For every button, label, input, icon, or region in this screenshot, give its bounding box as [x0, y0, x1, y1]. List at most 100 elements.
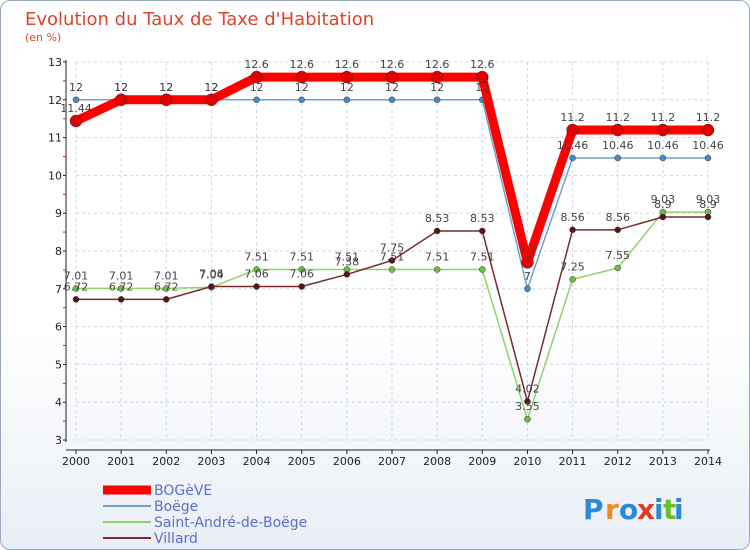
data-label: 10.46 [692, 139, 724, 152]
data-point [298, 283, 305, 290]
data-point [117, 296, 125, 303]
data-point [479, 227, 486, 235]
x-tick-label: 2013 [649, 455, 677, 468]
data-point [524, 285, 531, 293]
x-tick-label: 2002 [152, 455, 180, 468]
data-point [343, 96, 351, 104]
data-point [433, 227, 441, 235]
x-tick-label: 2007 [378, 455, 406, 468]
data-point [253, 283, 260, 290]
data-label: 7.51 [244, 251, 269, 264]
data-label: 12.6 [244, 58, 269, 71]
data-label: 12 [204, 81, 218, 94]
data-point [656, 123, 670, 137]
data-label: 6.72 [154, 280, 179, 293]
x-tick-label: 2010 [513, 455, 541, 468]
data-label: 12 [159, 81, 173, 94]
series-group [69, 70, 715, 423]
data-label: 9.03 [651, 193, 676, 206]
data-point [114, 93, 128, 107]
x-tick-label: 2005 [288, 455, 316, 468]
logo-letter: i [654, 493, 664, 526]
data-point [340, 70, 354, 84]
y-tick-label: 13 [48, 56, 62, 69]
data-label: 7.51 [425, 251, 450, 264]
data-label: 11.2 [696, 111, 721, 124]
data-point [701, 123, 715, 137]
y-tick-label: 5 [55, 358, 62, 371]
data-point [614, 154, 621, 162]
data-label: 7 [524, 270, 531, 283]
data-point [72, 296, 80, 303]
data-point [205, 93, 218, 107]
logo-letter: i [674, 493, 684, 526]
data-label: 7.38 [335, 255, 360, 268]
x-tick-label: 2006 [333, 455, 361, 468]
x-tick-label: 2009 [468, 455, 496, 468]
x-tick-label: 2008 [423, 455, 451, 468]
data-point [659, 154, 667, 162]
logo-letter: t [663, 493, 676, 526]
legend-label: BOGèVE [154, 483, 212, 499]
y-tick-label: 7 [55, 283, 62, 296]
data-label: 7.01 [109, 269, 134, 282]
data-label: 12.6 [470, 58, 495, 71]
x-tick-label: 2014 [694, 455, 722, 468]
data-point [253, 266, 260, 273]
logo-letter: o [619, 493, 638, 526]
data-label: 8.53 [470, 212, 495, 225]
x-tick-label: 2001 [107, 455, 135, 468]
data-point [160, 93, 173, 107]
x-tick-label: 2012 [604, 455, 632, 468]
data-label: 7.7 [519, 243, 537, 256]
data-label: 10.46 [602, 139, 634, 152]
data-point [385, 70, 399, 84]
data-label: 11.44 [60, 102, 92, 115]
data-label: 6.72 [109, 280, 134, 293]
data-label: 12.6 [335, 58, 360, 71]
legend-label: Saint-André-de-Boëge [154, 515, 307, 531]
data-label: 7.51 [470, 251, 495, 264]
logo-letter: P [583, 493, 604, 526]
data-label: 10.46 [647, 139, 679, 152]
axes: 3 4 5 6 7 8 9 10 11 12 13 2000 2001 2002 2003 2004 2005 2… [48, 56, 722, 468]
data-point [569, 154, 576, 162]
data-label: 7.01 [154, 269, 179, 282]
data-point [704, 154, 712, 162]
data-point [163, 285, 170, 292]
data-point [569, 276, 576, 283]
data-label: 12 [430, 81, 444, 94]
x-tick-label: 2011 [559, 455, 587, 468]
data-label: 12 [295, 81, 309, 94]
data-label: 7.75 [380, 241, 405, 254]
data-point [524, 415, 531, 423]
data-label: 7.06 [199, 268, 224, 281]
data-point [569, 226, 576, 234]
legend-label: Villard [154, 531, 198, 547]
data-point [253, 96, 260, 104]
data-label: 12.6 [289, 58, 314, 71]
data-point [611, 123, 624, 137]
data-label: 12 [340, 81, 354, 94]
data-label: 7.51 [380, 251, 405, 264]
data-label: 8.9 [654, 198, 672, 211]
data-point [430, 70, 444, 84]
data-label: 12 [114, 81, 128, 94]
x-tick-label: 2004 [243, 455, 271, 468]
data-label: 7.04 [199, 268, 224, 281]
data-label: 7.51 [289, 251, 314, 264]
data-label: 11.2 [560, 111, 585, 124]
data-label: 8.9 [699, 198, 717, 211]
data-label: 12 [159, 81, 173, 94]
data-point [479, 266, 486, 273]
y-tick-label: 9 [55, 207, 62, 220]
data-label: 10.46 [557, 139, 589, 152]
data-point [117, 285, 125, 292]
data-point [69, 114, 83, 128]
data-label: 7.55 [605, 249, 630, 262]
data-label: 12 [204, 81, 218, 94]
data-label: 12 [250, 81, 264, 94]
data-label: 7.25 [560, 260, 585, 273]
